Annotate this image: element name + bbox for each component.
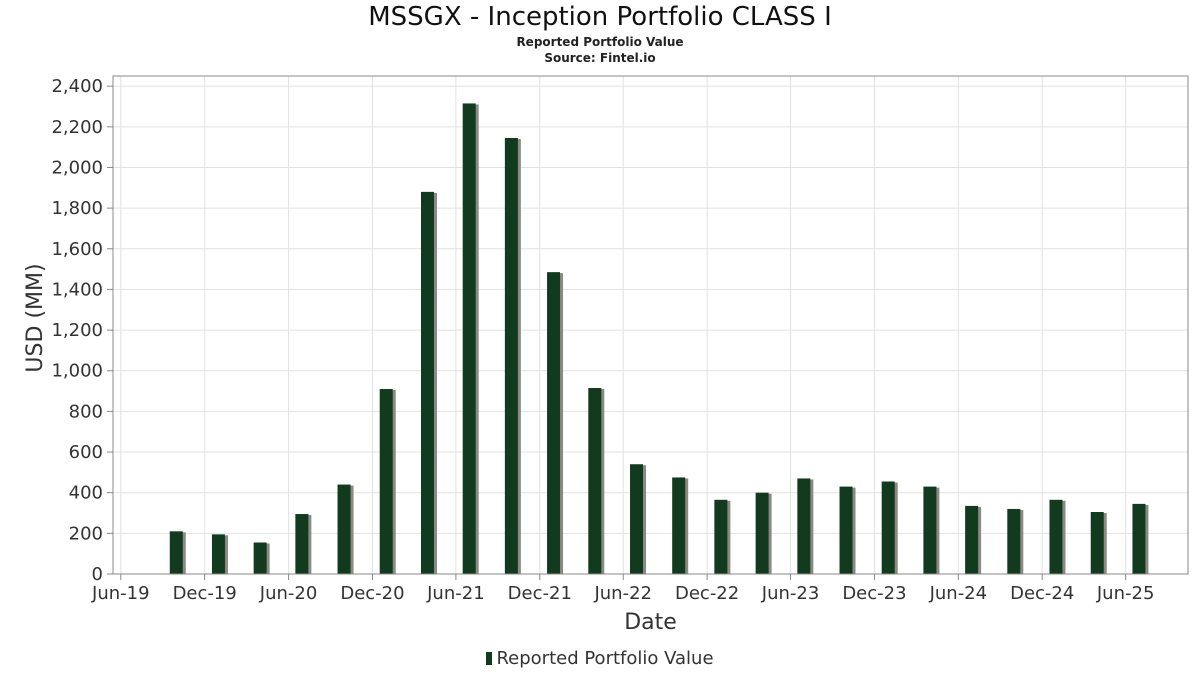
x-tick-label: Dec-20 bbox=[340, 583, 404, 604]
x-tick-label: Dec-24 bbox=[1010, 583, 1074, 604]
x-tick-label: Jun-20 bbox=[259, 583, 318, 604]
bar bbox=[504, 137, 518, 575]
y-tick-label: 1,600 bbox=[51, 239, 103, 260]
bar bbox=[211, 534, 225, 574]
bar bbox=[379, 389, 393, 574]
legend-label: Reported Portfolio Value bbox=[496, 648, 714, 669]
x-axis-label: Date bbox=[624, 610, 677, 635]
x-tick-label: Dec-19 bbox=[173, 583, 237, 604]
bar bbox=[881, 481, 895, 574]
x-tick-label: Jun-19 bbox=[91, 583, 150, 604]
bar bbox=[797, 478, 811, 574]
bar bbox=[337, 484, 351, 574]
bar bbox=[462, 103, 476, 574]
y-tick-label: 1,000 bbox=[51, 361, 103, 382]
x-tick-label: Jun-22 bbox=[593, 583, 652, 604]
bar bbox=[1007, 508, 1021, 574]
bar bbox=[169, 531, 183, 574]
y-tick-label: 200 bbox=[69, 523, 103, 544]
bars bbox=[169, 103, 1149, 575]
x-tick-label: Jun-21 bbox=[426, 583, 485, 604]
y-tick-label: 2,200 bbox=[51, 117, 103, 138]
bar bbox=[588, 388, 602, 574]
y-tick-label: 0 bbox=[92, 564, 103, 585]
y-tick-label: 600 bbox=[69, 442, 103, 463]
bar bbox=[547, 272, 561, 574]
y-axis-label: USD (MM) bbox=[23, 263, 48, 372]
y-tick-label: 2,000 bbox=[51, 157, 103, 178]
legend: Reported Portfolio Value bbox=[0, 648, 1200, 669]
bar bbox=[630, 464, 644, 574]
bar bbox=[1132, 503, 1146, 574]
y-tick-label: 400 bbox=[69, 483, 103, 504]
x-tick-label: Dec-22 bbox=[675, 583, 739, 604]
y-tick-label: 800 bbox=[69, 401, 103, 422]
grid bbox=[113, 76, 1188, 575]
chart-title: MSSGX - Inception Portfolio CLASS I bbox=[368, 2, 832, 32]
bar bbox=[1090, 512, 1104, 574]
x-tick-label: Jun-25 bbox=[1096, 583, 1155, 604]
x-tick-label: Jun-24 bbox=[929, 583, 988, 604]
bar bbox=[965, 505, 979, 574]
y-tick-label: 1,200 bbox=[51, 320, 103, 341]
bar bbox=[1049, 499, 1063, 574]
bar bbox=[755, 492, 769, 574]
y-axis-ticks: 0 200 400 600 800 1,000 1,200 1,400 1,600 1,800 2,… bbox=[51, 76, 113, 585]
y-tick-label: 1,800 bbox=[51, 198, 103, 219]
legend-swatch bbox=[486, 652, 493, 665]
chart-subtitle: Reported Portfolio Value bbox=[516, 35, 684, 49]
plot-frame bbox=[112, 75, 1189, 575]
x-axis-ticks: Jun-19 Dec-19 Jun-20 Dec-20 Jun-21 Dec-21 Jun-… bbox=[91, 574, 1154, 604]
x-tick-label: Dec-21 bbox=[508, 583, 572, 604]
bar bbox=[839, 486, 853, 574]
y-tick-label: 2,400 bbox=[51, 76, 103, 97]
bar bbox=[923, 486, 937, 574]
chart-source: Source: Fintel.io bbox=[544, 51, 656, 65]
bar bbox=[672, 477, 686, 574]
bar bbox=[714, 499, 728, 574]
y-tick-label: 1,400 bbox=[51, 279, 103, 300]
bar bbox=[295, 514, 309, 574]
bar bbox=[420, 191, 434, 575]
x-tick-label: Dec-23 bbox=[842, 583, 906, 604]
x-tick-label: Jun-23 bbox=[761, 583, 820, 604]
bar bbox=[253, 542, 267, 574]
